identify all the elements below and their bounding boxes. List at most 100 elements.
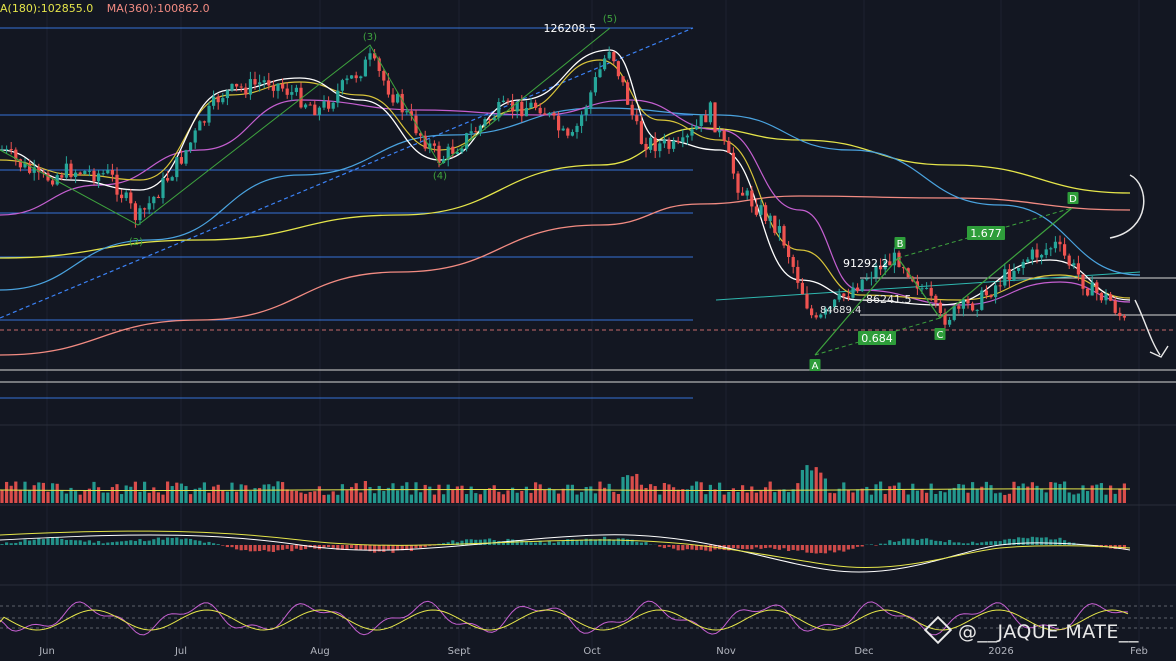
macd-histogram-bar xyxy=(543,543,547,545)
candle-body xyxy=(290,92,294,95)
volume-bar xyxy=(189,494,193,503)
macd-histogram-bar xyxy=(1021,537,1025,545)
macd-histogram-bar xyxy=(699,545,703,550)
volume-bar xyxy=(575,494,579,503)
macd-histogram-bar xyxy=(667,545,671,547)
candle-body xyxy=(690,129,694,136)
macd-histogram-bar xyxy=(143,541,147,545)
volume-bar xyxy=(262,484,266,503)
volume-bar xyxy=(32,485,36,503)
macd-histogram-bar xyxy=(175,537,179,545)
macd-histogram-bar xyxy=(626,539,630,545)
volume-bar xyxy=(1007,493,1011,503)
volume-bar xyxy=(37,482,41,503)
volume-bar xyxy=(635,473,639,503)
candle-body xyxy=(1003,269,1007,286)
candle-body xyxy=(708,102,712,123)
candle-body xyxy=(221,98,225,103)
candle-body xyxy=(248,79,252,95)
macd-histogram-bar xyxy=(51,537,55,545)
candle-body xyxy=(1086,288,1090,296)
candle-body xyxy=(478,125,482,133)
volume-bar xyxy=(124,485,128,503)
volume-bar xyxy=(230,482,234,503)
candle-body xyxy=(322,101,326,108)
macd-histogram-bar xyxy=(474,539,478,545)
macd-histogram-bar xyxy=(166,537,170,545)
volume-bar xyxy=(354,483,358,503)
macd-histogram-bar xyxy=(14,542,18,545)
volume-bar xyxy=(727,491,731,503)
candle-body xyxy=(170,177,174,181)
macd-histogram-bar xyxy=(207,541,211,545)
ma180-line xyxy=(0,127,1131,259)
volume-bar xyxy=(87,488,91,503)
macd-line xyxy=(0,534,1131,573)
candle-body xyxy=(28,163,32,173)
candle-body xyxy=(106,169,110,174)
volume-bar xyxy=(1063,481,1067,503)
volume-bar xyxy=(593,493,597,503)
volume-bar xyxy=(589,486,593,503)
candle-body xyxy=(74,172,78,178)
volume-bar xyxy=(483,489,487,503)
volume-bar xyxy=(828,492,832,503)
candle-body xyxy=(837,293,841,300)
macd-histogram-bar xyxy=(501,541,505,545)
candle-body xyxy=(377,58,381,72)
volume-bar xyxy=(51,483,55,503)
volume-bar xyxy=(69,487,73,503)
ma-magenta-line xyxy=(0,99,1131,306)
volume-bar xyxy=(860,488,864,503)
volume-bar xyxy=(239,484,243,503)
volume-bar xyxy=(391,483,395,503)
macd-histogram-bar xyxy=(299,545,303,550)
candle-body xyxy=(534,102,538,108)
macd-histogram-bar xyxy=(1063,540,1067,545)
candle-body xyxy=(819,314,823,318)
signal-line xyxy=(0,530,1131,568)
volume-bar xyxy=(704,494,708,503)
candle-body xyxy=(1017,267,1021,271)
volume-bar xyxy=(382,490,386,503)
candle-body xyxy=(727,141,731,153)
volume-bar xyxy=(984,481,988,503)
macd-histogram-bar xyxy=(938,541,942,545)
macd-histogram-bar xyxy=(741,545,745,549)
volume-bar xyxy=(938,491,942,503)
volume-bar xyxy=(207,492,211,503)
candle-body xyxy=(929,287,933,296)
volume-bar xyxy=(791,489,795,503)
ratio-badge-bd xyxy=(967,226,1005,240)
macd-histogram-bar xyxy=(768,545,772,548)
candle-body xyxy=(267,80,271,86)
volume-bar xyxy=(846,490,850,503)
volume-bar xyxy=(810,470,814,503)
candle-body xyxy=(874,265,878,278)
volume-bar xyxy=(9,485,13,503)
candle-body xyxy=(101,173,105,175)
price-label-low: 84689.4 xyxy=(820,305,861,316)
macd-histogram-bar xyxy=(966,543,970,545)
macd-histogram-bar xyxy=(92,542,96,545)
volume-bar xyxy=(529,492,533,503)
candle-body xyxy=(419,133,423,136)
macd-histogram-bar xyxy=(350,545,354,549)
macd-histogram-bar xyxy=(294,545,298,549)
macd-histogram-bar xyxy=(920,538,924,545)
volume-bar xyxy=(777,489,781,503)
candle-body xyxy=(842,293,846,297)
volume-bar xyxy=(616,493,620,503)
candle-body xyxy=(428,143,432,149)
candle-body xyxy=(294,87,298,93)
volume-bar xyxy=(465,494,469,503)
volume-bar xyxy=(814,467,818,503)
volume-bar xyxy=(1067,492,1071,503)
candle-body xyxy=(156,196,160,198)
candle-body xyxy=(773,215,777,233)
volume-bar xyxy=(294,490,298,503)
candle-body xyxy=(593,77,597,93)
volume-bar xyxy=(1030,482,1034,503)
point-badge-a xyxy=(809,359,821,371)
